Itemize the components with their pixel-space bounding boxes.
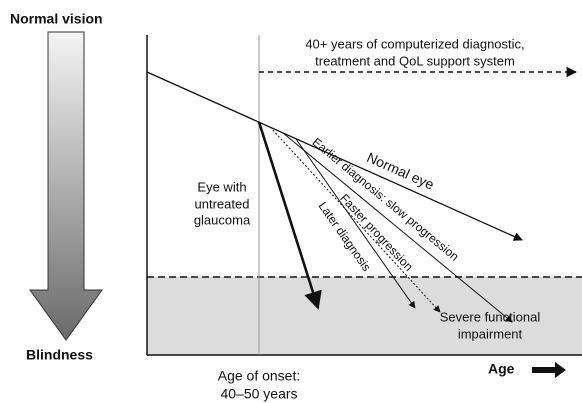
- faster-line: [269, 126, 441, 313]
- onset-label: 40–50 years: [220, 386, 297, 402]
- untreated-line: [257, 121, 322, 310]
- earlier-line: [282, 132, 513, 323]
- top-label: Normal vision: [10, 11, 103, 27]
- later-line: [295, 138, 416, 309]
- untreated-label: glaucoma: [194, 212, 251, 227]
- severe-label: Severe functional: [440, 309, 541, 324]
- age-label: Age: [488, 361, 515, 377]
- untreated-label: Eye with: [197, 179, 246, 194]
- vision-arrow: [29, 31, 103, 341]
- support-text: 40+ years of computerized diagnostic,: [305, 36, 524, 51]
- onset-label: Age of onset:: [218, 368, 301, 384]
- untreated-label: untreated: [195, 196, 250, 211]
- age-arrow: [532, 362, 566, 378]
- severe-label: impairment: [458, 326, 523, 341]
- normal-line: [146, 71, 523, 241]
- bottom-label: Blindness: [26, 347, 93, 363]
- support-text: treatment and QoL support system: [315, 53, 515, 68]
